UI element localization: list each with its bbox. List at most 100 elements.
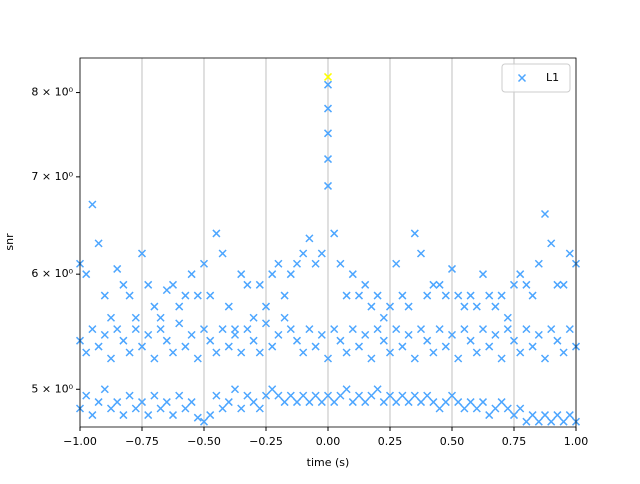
- point: [323, 155, 333, 164]
- point: [106, 354, 116, 363]
- point: [398, 291, 407, 300]
- point: [509, 280, 519, 289]
- point: [100, 291, 109, 300]
- x-tick-label: −0.25: [249, 435, 283, 448]
- point: [119, 280, 128, 289]
- point: [187, 270, 196, 279]
- point: [323, 80, 333, 89]
- point: [88, 200, 97, 209]
- point: [199, 325, 209, 334]
- point: [100, 330, 109, 339]
- point: [429, 398, 438, 407]
- x-tick-label: 0.75: [502, 435, 527, 448]
- point: [162, 398, 171, 407]
- point: [528, 411, 537, 420]
- point: [317, 249, 326, 258]
- point: [410, 391, 419, 400]
- point: [497, 291, 506, 300]
- point: [299, 391, 308, 400]
- point: [125, 348, 134, 357]
- point: [323, 354, 333, 363]
- point: [94, 239, 103, 248]
- point: [534, 330, 543, 339]
- point: [485, 411, 494, 420]
- point: [274, 391, 283, 400]
- point: [106, 404, 116, 413]
- point: [137, 342, 147, 351]
- point: [131, 325, 140, 334]
- point: [249, 336, 258, 345]
- point: [454, 291, 463, 300]
- point: [286, 325, 295, 334]
- point: [472, 348, 481, 357]
- point: [113, 398, 122, 407]
- point: [144, 280, 153, 289]
- point: [323, 104, 333, 113]
- point: [286, 270, 295, 279]
- point: [336, 391, 345, 400]
- point: [423, 391, 432, 400]
- point: [168, 411, 178, 420]
- point: [466, 291, 475, 300]
- point: [416, 325, 426, 334]
- point: [447, 264, 457, 273]
- plot-frame: [79, 57, 577, 428]
- point: [230, 325, 240, 334]
- point: [311, 342, 320, 351]
- point: [249, 398, 258, 407]
- point: [237, 404, 246, 413]
- point: [547, 325, 556, 334]
- point: [94, 398, 103, 407]
- point: [88, 411, 97, 420]
- point: [150, 302, 159, 311]
- point: [299, 348, 308, 357]
- point: [181, 404, 190, 413]
- point: [286, 391, 295, 400]
- point: [224, 342, 233, 351]
- point: [249, 313, 258, 322]
- point: [348, 398, 357, 407]
- point: [454, 354, 463, 363]
- point: [435, 325, 444, 334]
- point: [565, 325, 574, 334]
- point: [454, 398, 463, 407]
- point: [460, 302, 469, 311]
- point: [441, 342, 450, 351]
- point: [323, 129, 333, 138]
- point: [261, 302, 271, 311]
- x-axis-label: time (s): [307, 456, 350, 469]
- point: [330, 229, 339, 238]
- point: [423, 336, 432, 345]
- point: [491, 404, 500, 413]
- point: [305, 398, 314, 407]
- point: [311, 259, 320, 268]
- point: [361, 398, 370, 407]
- point: [398, 342, 407, 351]
- point: [361, 280, 370, 289]
- point: [305, 325, 314, 334]
- point: [553, 411, 562, 420]
- point: [137, 249, 147, 258]
- point: [540, 354, 550, 363]
- point: [82, 391, 91, 400]
- point: [540, 411, 550, 420]
- point: [516, 270, 525, 279]
- point: [274, 330, 283, 339]
- x-tick-label: 0.50: [440, 435, 465, 448]
- x-tick-label: −1.00: [63, 435, 97, 448]
- point: [243, 391, 252, 400]
- point: [559, 348, 568, 357]
- point: [354, 291, 364, 300]
- point: [354, 342, 364, 351]
- x-tick-label: 0.00: [316, 435, 341, 448]
- point: [218, 404, 227, 413]
- point: [540, 209, 550, 219]
- point: [472, 302, 481, 311]
- point: [336, 336, 345, 345]
- point: [404, 330, 413, 339]
- point: [125, 291, 134, 300]
- point: [478, 398, 488, 407]
- point: [230, 385, 240, 394]
- point: [509, 336, 519, 345]
- point: [447, 330, 457, 339]
